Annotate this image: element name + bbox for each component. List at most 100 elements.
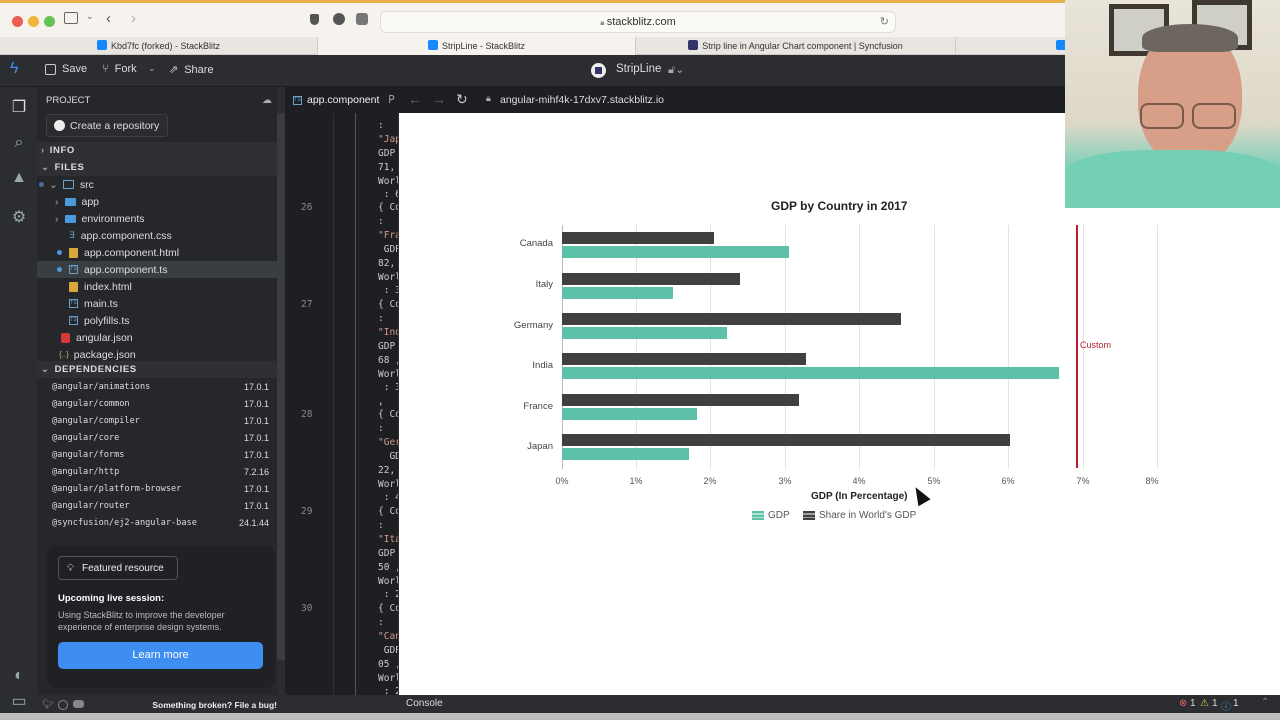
dependency-version: 17.0.1 [243, 432, 269, 443]
browser-tab[interactable]: Strip line in Angular Chart component | … [636, 37, 956, 55]
learn-more-button[interactable]: Learn more [58, 642, 263, 669]
close-window-button[interactable] [12, 16, 23, 27]
console-bar[interactable]: Console ⊗ 1 ⚠ 1 ⓘ 1 ⌃ [399, 695, 1280, 713]
theme-toggle-icon[interactable]: ◐ [14, 667, 24, 684]
sidebar-toggle-icon[interactable] [64, 12, 78, 24]
file-tree-item-app-component-html[interactable]: app.component.html [37, 244, 277, 261]
dependency-row[interactable]: @angular/animations 17.0.1 [37, 378, 277, 395]
back-icon[interactable]: ‹ [106, 10, 111, 27]
project-heading: PROJECT [46, 95, 91, 106]
chevron-down-icon[interactable]: ⌄ [86, 11, 94, 21]
dependency-row[interactable]: @angular/common 17.0.1 [37, 395, 277, 412]
code-line: "Can [378, 631, 398, 642]
shield-icon[interactable] [310, 14, 319, 25]
info-icon: ⓘ [1221, 702, 1231, 713]
browser-tab[interactable] [956, 37, 1066, 55]
dependency-name: @angular/animations [52, 381, 151, 392]
fork-dropdown-chevron-icon[interactable]: ⌄ [148, 63, 156, 73]
prettier-icon[interactable]: 𝖯 [388, 94, 395, 106]
browser-tab-active[interactable]: StripLine - StackBlitz [318, 37, 636, 55]
discord-icon[interactable] [73, 700, 84, 708]
file-tree-item-index-html[interactable]: index.html [37, 278, 277, 295]
globe-icon[interactable] [333, 13, 345, 25]
cloud-download-icon[interactable]: ☁ [262, 95, 272, 106]
expand-console-icon[interactable]: ⌃ [1261, 697, 1270, 708]
preview-url[interactable]: angular-mihf4k-17dxv7.stackblitz.io [500, 94, 664, 106]
reload-icon[interactable]: ↻ [879, 16, 889, 28]
code-line: 22, [378, 465, 396, 476]
lightbulb-icon: 💡︎ [67, 562, 74, 574]
dependency-row[interactable]: @syncfusion/ej2-angular-base 24.1.44 [37, 514, 277, 531]
info-count: 1 [1233, 698, 1239, 709]
file-name: app.component.html [84, 246, 180, 259]
editor-tab[interactable]: TS app.component [285, 87, 400, 113]
create-repository-button[interactable]: Create a repository [46, 114, 168, 137]
preview-reload-icon[interactable]: ↻ [456, 91, 468, 107]
project-title[interactable]: StripLine [616, 63, 662, 75]
files-icon[interactable]: ❐ [11, 99, 27, 116]
info-section-header[interactable]: › INFO [37, 142, 277, 159]
files-label: FILES [54, 162, 85, 173]
preview-back-icon[interactable]: ← [408, 91, 422, 107]
dependency-name: @angular/common [52, 398, 130, 409]
glasses-lens [1192, 103, 1236, 129]
settings-gear-icon[interactable]: ⚙ [11, 209, 27, 226]
search-icon[interactable]: ⌕ [14, 134, 24, 151]
file-tree-item-environments[interactable]: › environments [55, 212, 145, 225]
file-tree-item-app-component-css[interactable]: ∃ app.component.css [37, 227, 277, 244]
lock-visibility-icon[interactable]: 🔓︎⌄ [668, 64, 685, 76]
code-line: { Co [378, 506, 398, 517]
layout-panel-icon[interactable]: ▭ [11, 693, 27, 710]
browser-tab[interactable]: Kbd7fc (forked) - StackBlitz [0, 37, 318, 55]
save-button[interactable]: Save [45, 63, 87, 75]
fork-button[interactable]: ⑂ Fork [102, 63, 137, 75]
minimize-window-button[interactable] [28, 16, 39, 27]
code-line: GDP [378, 548, 396, 559]
legend-item-gdp[interactable]: GDP [752, 510, 790, 521]
code-line: : [378, 313, 384, 324]
twitter-icon[interactable]: 🐦︎ [42, 699, 54, 709]
code-line: 71, [378, 162, 396, 173]
dependency-row[interactable]: @angular/core 17.0.1 [37, 429, 277, 446]
file-tree-item-polyfills-ts[interactable]: TS polyfills.ts [37, 312, 277, 329]
extension-icon[interactable] [356, 13, 368, 25]
dependency-row[interactable]: @angular/compiler 17.0.1 [37, 412, 277, 429]
file-tree-item-package-json[interactable]: {..} package.json [37, 346, 277, 363]
file-name: index.html [84, 280, 132, 293]
dependency-name: @angular/core [52, 432, 120, 443]
address-bar[interactable]: 🔒︎ stackblitz.com ↻ [380, 11, 896, 33]
dependency-row[interactable]: @angular/router 17.0.1 [37, 497, 277, 514]
share-button[interactable]: ⇗ Share [169, 63, 214, 77]
code-line: : [378, 120, 384, 131]
file-tree-item-app[interactable]: › app [55, 195, 100, 208]
line-number: 28 [301, 409, 313, 420]
code-line: 68 , [378, 355, 398, 366]
console-label: Console [406, 698, 443, 709]
dependencies-section-header[interactable]: ⌄ DEPENDENCIES [37, 361, 277, 378]
file-a-bug-link[interactable]: Something broken? File a bug! [152, 700, 277, 710]
dependency-row[interactable]: @angular/platform-browser 17.0.1 [37, 480, 277, 497]
save-label: Save [62, 63, 88, 75]
sidebar-scrollbar[interactable] [277, 113, 285, 660]
file-tree-item-main-ts[interactable]: TS main.ts [37, 295, 277, 312]
firebase-icon[interactable]: ▲ [11, 169, 27, 186]
github-icon[interactable] [58, 700, 68, 710]
stackblitz-logo-icon[interactable]: ϟ [10, 60, 19, 77]
code-line: GD [389, 451, 398, 462]
legend-item-share[interactable]: Share in World's GDP [803, 510, 916, 521]
code-editor[interactable]: 26 27 28 29 30 : "Jap GDP 71, Worl : 6 {… [285, 113, 398, 695]
file-tree-item-src[interactable]: ⌄ src [37, 176, 277, 193]
maximize-window-button[interactable] [44, 16, 55, 27]
dependency-row[interactable]: @angular/http 7.2.16 [37, 463, 277, 480]
dependencies-label: DEPENDENCIES [54, 364, 137, 375]
file-tree-item-app-component-ts[interactable]: TS app.component.ts [37, 261, 277, 278]
error-icon: ⊗ [1179, 698, 1188, 709]
code-line: GDP [378, 148, 396, 159]
dependency-row[interactable]: @angular/forms 17.0.1 [37, 446, 277, 463]
files-section-header[interactable]: ⌄ FILES [37, 159, 277, 176]
preview-forward-icon[interactable]: → [432, 91, 446, 107]
dependency-name: @angular/router [52, 500, 130, 511]
file-tree-item-angular-json[interactable]: angular.json [37, 329, 277, 346]
person-hair [1142, 24, 1238, 52]
forward-icon[interactable]: › [131, 10, 136, 27]
